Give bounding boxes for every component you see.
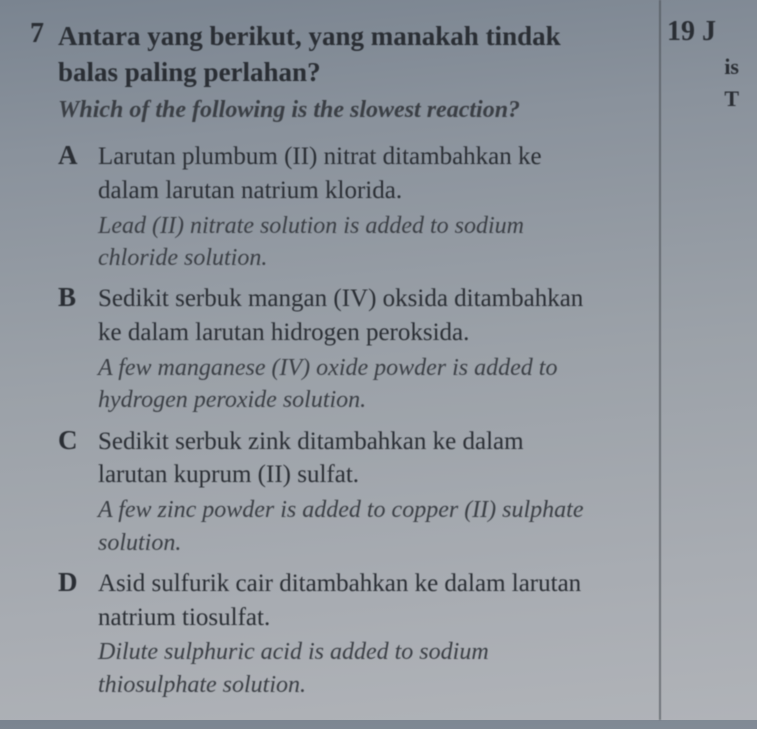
- question-text-malay: Antara yang berikut, yang manakah tindak…: [58, 18, 595, 91]
- option-text-english: A few manganese (IV) oxide powder is add…: [98, 352, 595, 417]
- right-fragment-1: is: [667, 54, 747, 80]
- option-text-malay: Sedikit serbuk zink ditambahkan ke dalam…: [98, 425, 595, 493]
- option-text-malay: Sedikit serbuk mangan (IV) oksida ditamb…: [98, 282, 595, 350]
- right-fragment-2: T: [667, 86, 747, 112]
- option-text-english: A few zinc powder is added to copper (II…: [98, 494, 595, 559]
- option-letter: C: [58, 425, 98, 456]
- option-a: A Larutan plumbum (II) nitrat ditambahka…: [58, 140, 595, 274]
- column-divider: [659, 0, 661, 720]
- option-letter: D: [58, 567, 98, 598]
- option-text-english: Lead (II) nitrate solution is added to s…: [98, 210, 595, 275]
- question-text-english: Which of the following is the slowest re…: [58, 95, 595, 126]
- right-column: 19 J is T: [667, 16, 747, 112]
- option-c: C Sedikit serbuk zink ditambahkan ke dal…: [58, 425, 595, 559]
- option-b: B Sedikit serbuk mangan (IV) oksida dita…: [58, 282, 595, 416]
- option-letter: B: [58, 282, 98, 313]
- option-text-english: Dilute sulphuric acid is added to sodium…: [98, 636, 595, 701]
- option-letter: A: [58, 140, 98, 171]
- option-d: D Asid sulfurik cair ditambahkan ke dala…: [58, 567, 595, 701]
- question-block: 7 Antara yang berikut, yang manakah tind…: [0, 0, 625, 729]
- option-text-malay: Asid sulfurik cair ditambahkan ke dalam …: [98, 567, 595, 635]
- next-question-number: 19 J: [667, 16, 747, 48]
- question-number: 7: [30, 18, 44, 50]
- options-list: A Larutan plumbum (II) nitrat ditambahka…: [58, 140, 595, 701]
- option-text-malay: Larutan plumbum (II) nitrat ditambahkan …: [98, 140, 595, 208]
